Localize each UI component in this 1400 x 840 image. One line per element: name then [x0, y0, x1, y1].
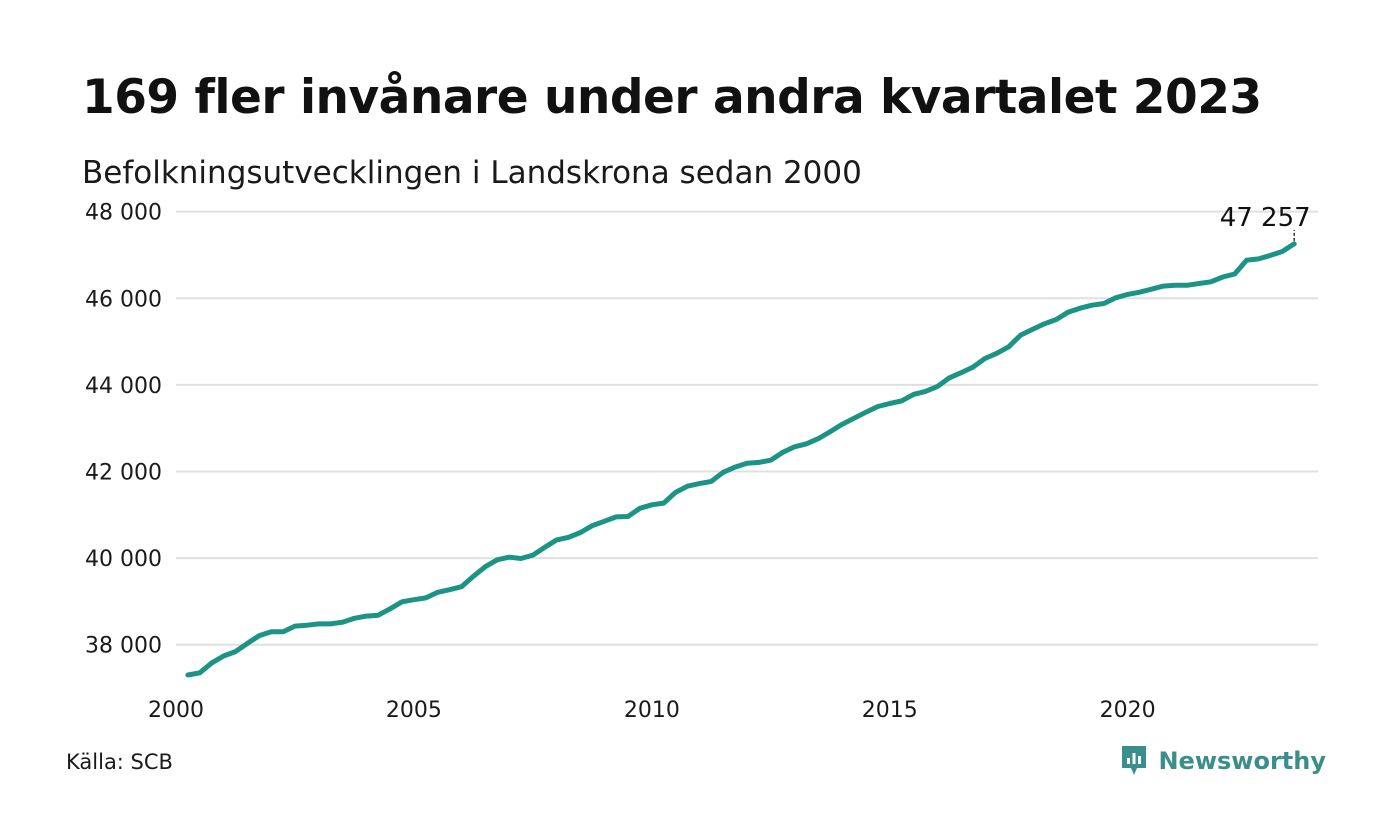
y-axis-ticks: 38 000 40 000 42 000 44 000 46 000 48 000 — [85, 201, 162, 659]
y-tick-label: 48 000 — [85, 201, 162, 226]
chart-title: 169 fler invånare under andra kvartalet … — [82, 70, 1262, 125]
gridlines — [176, 210, 1318, 646]
x-axis-ticks: 2000 2005 2010 2015 2020 — [148, 698, 1156, 723]
y-tick-label: 38 000 — [85, 634, 162, 659]
y-tick-label: 44 000 — [85, 374, 162, 399]
end-value-label: 47 257 — [1220, 203, 1311, 233]
source-note: Källa: SCB — [66, 750, 173, 774]
y-tick-label: 46 000 — [85, 287, 162, 312]
brand-logo: Newsworthy — [1120, 744, 1326, 778]
x-tick-label: 2015 — [862, 698, 918, 723]
bar-chart-speech-bubble-icon — [1122, 746, 1147, 775]
y-tick-label: 40 000 — [85, 547, 162, 572]
x-tick-label: 2000 — [148, 698, 204, 723]
population-series-line — [185, 241, 1297, 678]
brand-name: Newsworthy — [1158, 747, 1326, 775]
x-tick-label: 2010 — [624, 698, 680, 723]
y-tick-label: 42 000 — [85, 460, 162, 485]
x-tick-label: 2020 — [1100, 698, 1156, 723]
x-tick-label: 2005 — [386, 698, 442, 723]
chart-subtitle: Befolkningsutvecklingen i Landskrona sed… — [82, 155, 862, 191]
